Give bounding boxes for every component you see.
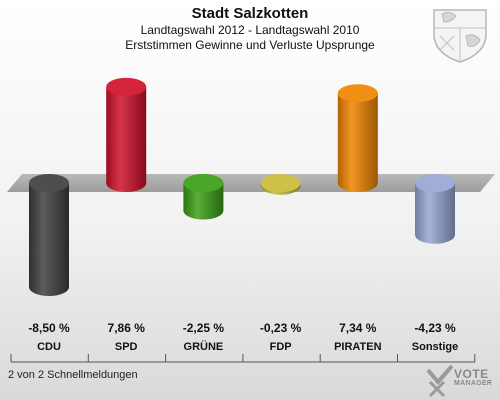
category-label-sonstige: Sonstige bbox=[412, 341, 458, 353]
bar-piraten bbox=[337, 84, 378, 192]
bar-cdu bbox=[29, 174, 69, 296]
bar-sonstige bbox=[415, 174, 455, 244]
category-label-fdp: FDP bbox=[270, 341, 292, 353]
value-label-piraten: 7,34 % bbox=[339, 321, 377, 335]
chart-subtitle: Landtagswahl 2012 - Landtagswahl 2010 bbox=[140, 23, 360, 37]
chart-title: Stadt Salzkotten bbox=[191, 5, 309, 22]
bar-spd bbox=[106, 77, 147, 192]
vote-manager-logo: VOTE MANAGER bbox=[424, 362, 500, 400]
category-label-cdu: CDU bbox=[37, 341, 61, 353]
footer-text: 2 von 2 Schnellmeldungen bbox=[8, 369, 138, 381]
value-label-grüne: -2,25 % bbox=[183, 321, 225, 335]
coat-of-arms-icon bbox=[433, 9, 487, 63]
value-label-cdu: -8,50 % bbox=[28, 321, 70, 335]
chart-caption: Erststimmen Gewinne und Verluste Upsprun… bbox=[125, 38, 375, 52]
checkmark-x-icon bbox=[426, 364, 454, 398]
value-label-fdp: -0,23 % bbox=[260, 321, 302, 335]
bar-fdp bbox=[260, 174, 301, 195]
category-label-spd: SPD bbox=[115, 341, 138, 353]
logo-line-2: MANAGER bbox=[454, 380, 493, 387]
value-label-spd: 7,86 % bbox=[108, 321, 146, 335]
category-label-piraten: PIRATEN bbox=[334, 341, 382, 353]
bar-grüne bbox=[183, 174, 224, 220]
category-label-grüne: GRÜNE bbox=[184, 340, 224, 353]
value-label-sonstige: -4,23 % bbox=[414, 321, 456, 335]
logo-line-1: VOTE bbox=[454, 367, 489, 381]
